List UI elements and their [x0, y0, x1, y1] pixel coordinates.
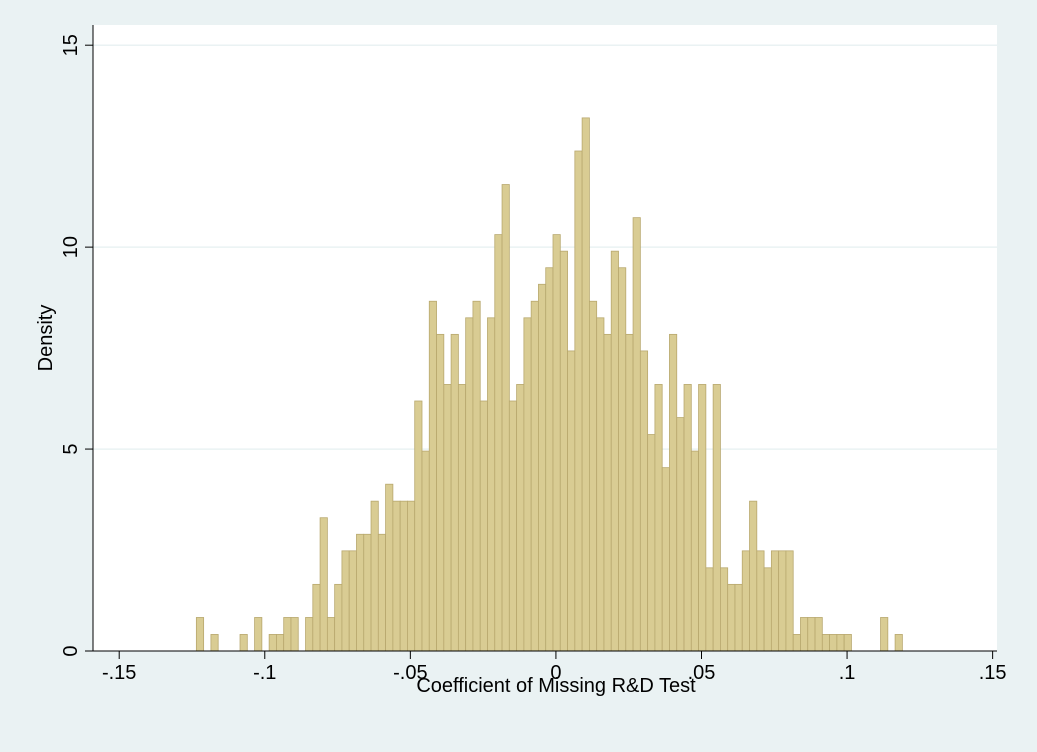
- bar: [596, 317, 605, 652]
- x-tick-label: .05: [688, 662, 716, 684]
- x-tick-label: .15: [979, 662, 1007, 684]
- y-tick-label: 0: [60, 645, 82, 656]
- bar: [407, 500, 416, 652]
- bar: [283, 617, 292, 652]
- bar: [538, 283, 547, 652]
- bar: [807, 617, 816, 652]
- bar: [457, 384, 467, 652]
- bar: [588, 300, 598, 652]
- bar: [472, 300, 481, 652]
- bar: [749, 500, 758, 652]
- x-tick-label: -.05: [393, 662, 427, 684]
- bar: [880, 617, 889, 652]
- bar: [276, 634, 285, 652]
- bar: [356, 533, 365, 652]
- bar: [370, 500, 379, 652]
- bar: [443, 384, 452, 652]
- bar: [756, 550, 765, 652]
- bar: [421, 450, 430, 652]
- bar: [414, 400, 423, 652]
- bar: [385, 483, 394, 652]
- bar: [399, 500, 408, 652]
- bar: [479, 400, 488, 652]
- x-axis-title: Coefficient of Missing R&D Test: [416, 675, 696, 697]
- bar: [574, 150, 583, 652]
- x-tick-label: .1: [839, 662, 856, 684]
- bar: [436, 333, 445, 652]
- bar: [377, 533, 386, 652]
- bar: [363, 533, 372, 652]
- bar: [836, 634, 845, 652]
- bar: [487, 317, 496, 652]
- bar: [195, 617, 205, 652]
- bar: [428, 300, 437, 652]
- x-tick-label: 0: [550, 662, 561, 684]
- bar: [341, 550, 350, 652]
- bar: [690, 450, 699, 652]
- bar: [268, 634, 277, 652]
- bar: [632, 217, 641, 652]
- bar: [392, 500, 401, 652]
- bar: [661, 467, 670, 652]
- bar: [829, 634, 838, 652]
- bar: [705, 567, 714, 652]
- bar: [647, 434, 656, 652]
- bar: [290, 617, 299, 652]
- y-tick-label: 10: [60, 236, 82, 258]
- y-axis-title: Density: [35, 305, 57, 372]
- bar: [516, 384, 525, 652]
- bar: [334, 583, 343, 652]
- bar: [698, 384, 707, 652]
- bar: [676, 417, 685, 652]
- bar: [669, 333, 678, 652]
- bar: [581, 117, 590, 652]
- bar: [683, 384, 692, 652]
- bar: [610, 250, 619, 652]
- bar: [494, 234, 503, 652]
- bar: [450, 333, 459, 652]
- bar: [465, 317, 474, 652]
- bar: [305, 617, 314, 652]
- bar: [843, 634, 852, 652]
- bar: [625, 333, 634, 652]
- bar: [792, 634, 801, 652]
- bar: [727, 583, 736, 652]
- x-tick-label: -.1: [253, 662, 276, 684]
- bar: [523, 317, 532, 652]
- bar: [894, 634, 903, 652]
- bar: [618, 267, 627, 652]
- bar: [559, 250, 568, 652]
- bar: [821, 634, 830, 652]
- bar: [763, 567, 772, 652]
- bar: [770, 550, 780, 652]
- bar: [654, 384, 663, 652]
- bar: [312, 583, 321, 652]
- bar: [319, 517, 328, 652]
- bar: [530, 300, 539, 652]
- bar: [326, 617, 336, 652]
- bar: [734, 583, 743, 652]
- x-tick-label: -.15: [102, 662, 136, 684]
- bar: [254, 617, 263, 652]
- bar: [712, 384, 721, 652]
- bar: [720, 567, 729, 652]
- bar: [814, 617, 823, 652]
- bar: [785, 550, 794, 652]
- bar: [552, 234, 561, 652]
- bar: [778, 550, 787, 652]
- y-tick-label: 5: [60, 444, 82, 455]
- bar: [800, 617, 809, 652]
- bar: [639, 350, 649, 652]
- bar: [348, 550, 357, 652]
- bar: [741, 550, 750, 652]
- y-tick-label: 15: [60, 34, 82, 56]
- bar: [567, 350, 576, 652]
- bar: [603, 333, 612, 652]
- bar: [501, 184, 510, 652]
- bar: [545, 267, 554, 652]
- bar: [239, 634, 248, 652]
- bar: [508, 400, 518, 652]
- bar: [210, 634, 219, 652]
